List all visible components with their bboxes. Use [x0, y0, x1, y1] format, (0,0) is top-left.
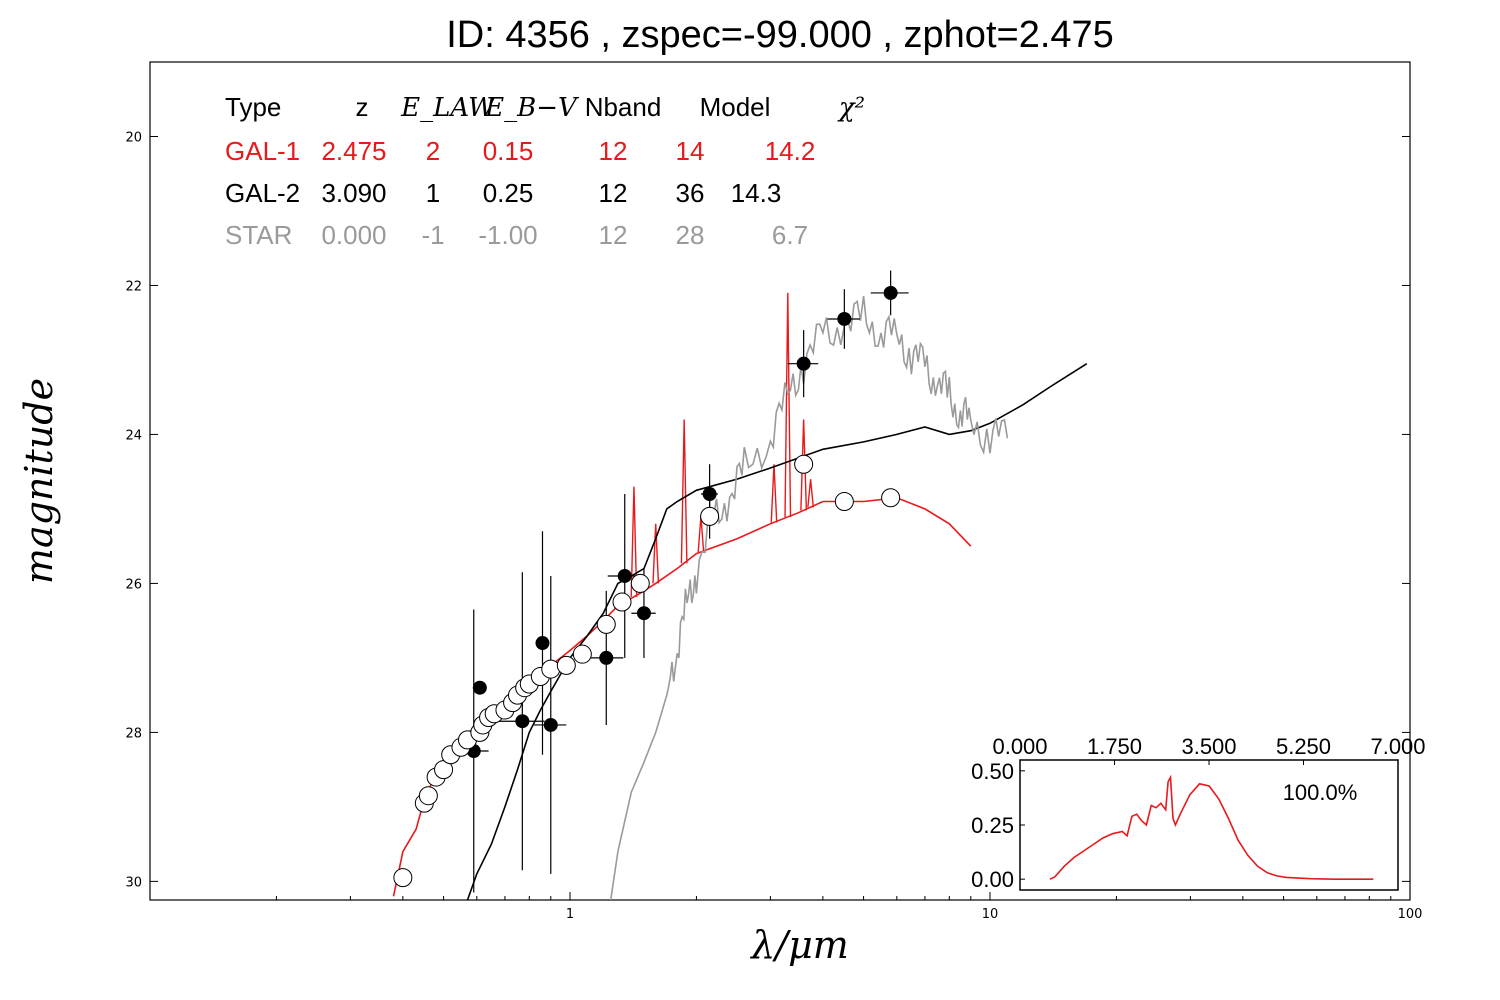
emission-line: [807, 479, 815, 508]
observed-point: [515, 714, 530, 729]
y-tick-label: 26: [125, 577, 142, 592]
model-point: [700, 506, 720, 526]
emission-line: [652, 523, 660, 584]
inset-x-tick-label: 3.500: [1181, 734, 1236, 759]
table-cell: 36: [676, 178, 705, 208]
table-header-elaw: E_LAW: [400, 93, 497, 123]
inset-x-tick-label: 5.250: [1276, 734, 1331, 759]
inset-x-tick-label: 0.000: [992, 734, 1047, 759]
table-header-nband: Nband: [585, 92, 662, 122]
table-cell: 2.475: [321, 136, 386, 166]
table-cell: 12: [599, 136, 628, 166]
table-header-model: Model: [700, 92, 771, 122]
inset-x-tick-label: 7.000: [1370, 734, 1425, 759]
inset-percent-label: 100.0%: [1283, 780, 1358, 805]
table-header-chi2: χ²: [837, 93, 865, 123]
emission-line: [680, 419, 688, 564]
plot-area: [392, 270, 1088, 900]
observed-point: [599, 650, 614, 665]
model-point: [612, 592, 632, 612]
table-header-type: Type: [225, 92, 281, 122]
table-cell: 12: [599, 178, 628, 208]
table-cell: 6.7: [772, 220, 808, 250]
inset-plot: 0.000 1.750 3.500 5.250 7.000 0.00 0.25 0.50 100…: [971, 734, 1425, 892]
y-tick-label: 24: [125, 428, 142, 443]
y-tick-label: 22: [125, 279, 142, 294]
model-point: [393, 868, 413, 888]
page-title: ID: 4356 , zspec=-99.000 , zphot=2.475: [446, 14, 1114, 56]
model-point: [794, 454, 814, 474]
model-point: [556, 655, 576, 675]
plot-frame: [149, 61, 1411, 901]
table-cell: 0.000: [321, 220, 386, 250]
emission-line: [784, 292, 792, 518]
table-cell: 14: [676, 136, 705, 166]
emission-line: [630, 486, 638, 597]
inset-y-tick-label: 0.50: [971, 759, 1014, 784]
series-line-star: [609, 295, 1009, 900]
y-tick-label: 28: [125, 726, 142, 741]
y-tick-label: 20: [125, 130, 142, 145]
y-axis-title: magnitude: [17, 378, 61, 584]
model-point: [418, 786, 438, 806]
table-cell: 14.3: [731, 178, 782, 208]
table-cell: -1.00: [478, 220, 537, 250]
model-point: [881, 488, 901, 508]
x-tick-label: 100: [1398, 907, 1423, 922]
table-cell: 3.090: [321, 178, 386, 208]
observed-point: [535, 636, 550, 651]
model-point: [834, 491, 854, 511]
table-cell: 1: [426, 178, 440, 208]
observed-point: [543, 717, 558, 732]
model-point: [596, 614, 616, 634]
y-tick-label: 30: [125, 875, 142, 890]
inset-pdf-line: [1049, 774, 1374, 880]
emission-line: [770, 464, 778, 523]
table-cell: 12: [599, 220, 628, 250]
table-cell: 0.15: [483, 136, 534, 166]
table-cell: 0.25: [483, 178, 534, 208]
table-cell: 14.2: [765, 136, 816, 166]
table-cell: GAL-2: [225, 178, 300, 208]
x-tick-label: 10: [982, 907, 999, 922]
table-cell: GAL-1: [225, 136, 300, 166]
series-line-gal-2: [466, 363, 1088, 900]
observed-point: [796, 356, 811, 371]
table-cell: -1: [421, 220, 444, 250]
model-point: [630, 573, 650, 593]
inset-frame: [1019, 759, 1399, 891]
model-point: [541, 659, 561, 679]
observed-point: [837, 311, 852, 326]
table-cell: 28: [676, 220, 705, 250]
inset-x-tick-label: 1.750: [1087, 734, 1142, 759]
x-tick-label: 1: [566, 907, 574, 922]
observed-point: [472, 680, 487, 695]
inset-y-tick-label: 0.00: [971, 867, 1014, 892]
main-plot: 1 10 100 20 22 24 26 28 30 λ/μm magnitude Type z E_LA…: [17, 61, 1423, 967]
observed-point: [636, 606, 651, 621]
model-point: [572, 644, 592, 664]
observed-point: [617, 568, 632, 583]
table-header-z: z: [356, 92, 369, 122]
table-cell: STAR: [225, 220, 292, 250]
inset-y-tick-label: 0.25: [971, 813, 1014, 838]
emission-line: [800, 419, 808, 511]
table-header-ebv: E_B−V: [484, 93, 579, 123]
x-axis-title: λ/μm: [749, 923, 849, 967]
table-cell: 2: [426, 136, 440, 166]
observed-point: [883, 285, 898, 300]
